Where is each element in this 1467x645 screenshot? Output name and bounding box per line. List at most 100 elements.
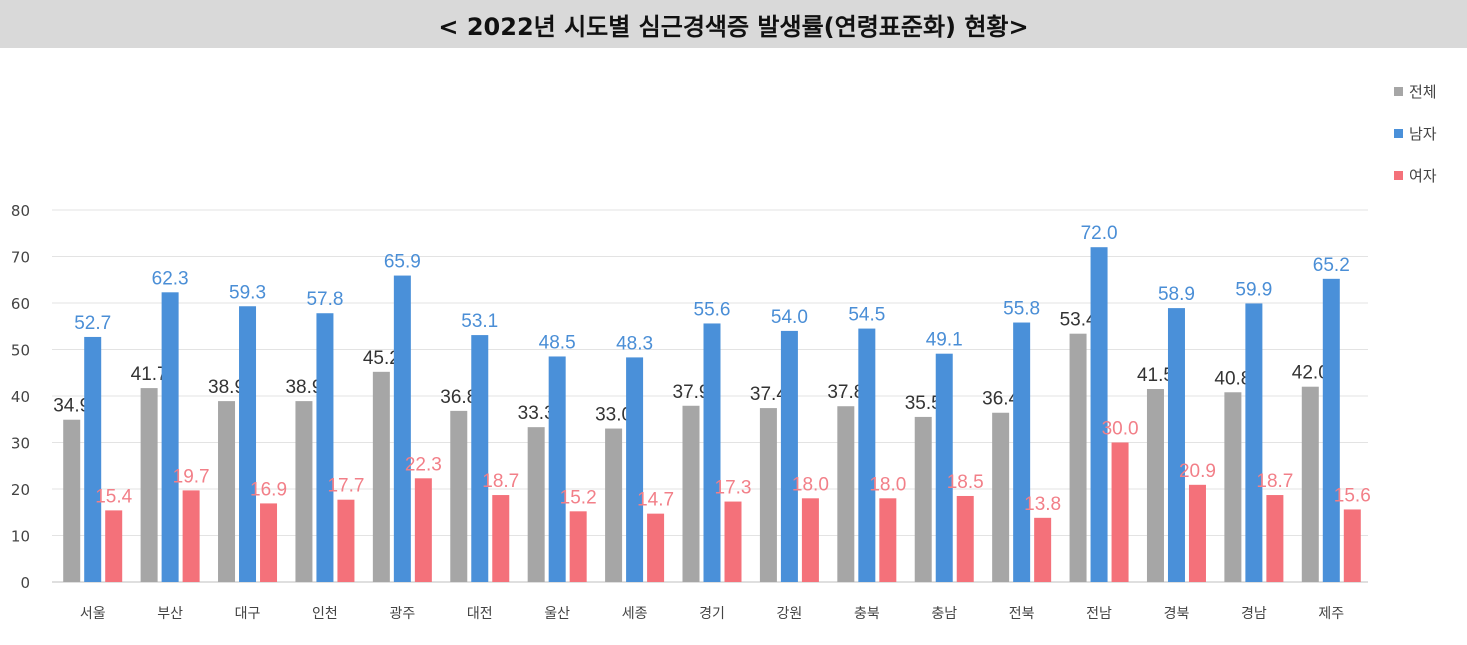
bar	[218, 401, 236, 582]
bar	[260, 503, 278, 582]
data-label: 30.0	[1102, 419, 1139, 440]
data-label: 15.2	[560, 487, 597, 508]
x-tick-label: 강원	[777, 606, 803, 622]
data-label: 49.1	[926, 330, 963, 351]
bar	[471, 335, 489, 582]
bar	[84, 336, 102, 582]
legend-swatch	[1394, 128, 1403, 138]
bar	[935, 353, 953, 582]
data-label: 22.3	[405, 454, 442, 475]
y-tick-label: 60	[11, 295, 30, 313]
bar	[548, 356, 566, 582]
x-tick-label: 부산	[157, 606, 183, 622]
data-label: 15.4	[95, 486, 132, 507]
bar	[1090, 247, 1108, 582]
legend-item: 남자	[1394, 122, 1437, 144]
data-label: 54.0	[771, 307, 808, 328]
data-label: 48.5	[539, 332, 576, 353]
bar	[1069, 333, 1087, 582]
x-tick-label: 경기	[699, 606, 725, 622]
bar	[393, 275, 411, 582]
bar	[1111, 442, 1129, 582]
bar	[801, 498, 819, 582]
y-tick-label: 10	[11, 528, 30, 546]
bar	[372, 371, 390, 582]
bar	[140, 388, 158, 582]
data-label: 15.6	[1334, 485, 1371, 506]
bar	[527, 427, 545, 582]
bar	[295, 401, 313, 582]
bar	[837, 406, 855, 582]
data-label: 52.7	[74, 313, 111, 334]
bar	[1322, 278, 1340, 582]
bar	[647, 513, 665, 582]
data-label: 45.2	[363, 348, 400, 369]
y-tick-label: 20	[11, 481, 30, 499]
bar	[492, 495, 510, 582]
x-tick-label: 제주	[1318, 606, 1344, 622]
data-label: 20.9	[1179, 461, 1216, 482]
x-tick-label: 경남	[1241, 606, 1267, 622]
data-label: 37.9	[673, 382, 710, 403]
x-tick-label: 울산	[544, 606, 570, 622]
bar	[858, 328, 876, 582]
y-tick-label: 0	[20, 574, 30, 592]
bar	[569, 511, 587, 582]
data-label: 65.9	[384, 252, 421, 273]
x-tick-label: 인천	[312, 606, 338, 622]
data-label: 54.5	[848, 305, 885, 326]
bar	[63, 419, 81, 582]
data-label: 33.0	[595, 405, 632, 426]
bar	[605, 428, 623, 582]
data-label: 18.5	[947, 472, 984, 493]
bar	[1167, 308, 1185, 582]
x-tick-label: 대구	[235, 606, 261, 622]
bar	[239, 306, 257, 582]
data-label: 17.7	[327, 476, 364, 497]
data-label: 16.9	[250, 479, 287, 500]
bar	[682, 405, 700, 582]
y-tick-label: 80	[11, 202, 30, 220]
bar	[1266, 495, 1284, 582]
data-label: 53.4	[1060, 310, 1097, 331]
data-label: 57.8	[306, 289, 343, 310]
data-label: 36.8	[440, 387, 477, 408]
x-tick-label: 경북	[1164, 606, 1190, 622]
legend-item: 여자	[1394, 164, 1437, 186]
x-tick-label: 충남	[931, 606, 957, 622]
legend-swatch	[1394, 86, 1403, 96]
x-tick-label: 충북	[854, 606, 880, 622]
bar	[414, 478, 432, 582]
legend-label: 전체	[1409, 82, 1437, 101]
bar	[1146, 389, 1164, 582]
bar	[992, 412, 1010, 582]
data-label: 37.8	[827, 382, 864, 403]
data-label: 41.7	[131, 364, 168, 385]
bar	[182, 490, 200, 582]
bar	[1245, 303, 1263, 582]
x-tick-label: 광주	[389, 606, 415, 622]
data-label: 55.6	[694, 299, 731, 320]
bar	[1034, 517, 1052, 582]
bar	[879, 498, 897, 582]
data-label: 17.3	[715, 478, 752, 499]
y-tick-label: 30	[11, 435, 30, 453]
bar	[450, 410, 468, 582]
bar	[1301, 386, 1319, 582]
data-label: 18.7	[482, 471, 519, 492]
data-label: 53.1	[461, 311, 498, 332]
data-label: 18.0	[869, 474, 906, 495]
bar	[1343, 509, 1361, 582]
bar	[724, 501, 742, 582]
chart-title: < 2022년 시도별 심근경색증 발생률(연령표준화) 현황>	[438, 12, 1029, 41]
data-label: 38.9	[208, 377, 245, 398]
y-tick-label: 70	[11, 249, 30, 267]
data-label: 59.3	[229, 282, 266, 303]
bar	[914, 416, 932, 582]
data-label: 55.8	[1003, 299, 1040, 320]
bar	[626, 357, 644, 582]
bar	[1224, 392, 1242, 582]
data-label: 41.5	[1137, 365, 1174, 386]
